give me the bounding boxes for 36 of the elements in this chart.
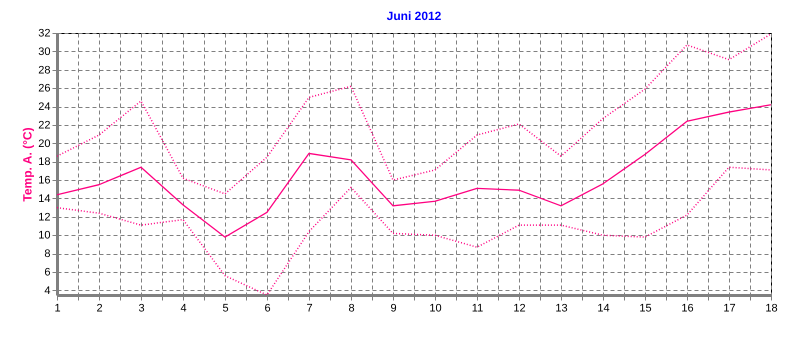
x-tick-label: 10: [429, 302, 442, 314]
x-tick-label: 2: [96, 302, 103, 314]
y-tick-label: 20: [38, 138, 50, 150]
chart-title: Juni 2012: [386, 9, 442, 23]
x-tick-label: 18: [765, 302, 778, 314]
y-tick-label: 18: [38, 156, 50, 168]
x-tick-label: 15: [639, 302, 652, 314]
x-tick-label: 5: [222, 302, 229, 314]
x-tick-label: 13: [555, 302, 568, 314]
y-tick-label: 10: [38, 230, 50, 242]
y-tick-label: 30: [38, 46, 50, 58]
y-tick-label: 16: [38, 174, 50, 187]
y-tick-label: 22: [38, 119, 50, 132]
y-tick-label: 24: [38, 101, 50, 114]
x-tick-label: 7: [306, 302, 313, 314]
y-tick-label: 28: [38, 64, 50, 76]
x-tick-label: 14: [597, 302, 610, 314]
y-tick-label: 32: [38, 28, 50, 40]
y-tick-label: 26: [38, 82, 50, 95]
y-tick-label: 12: [38, 211, 50, 224]
x-tick-label: 8: [348, 302, 355, 314]
y-tick-label: 4: [44, 284, 50, 297]
y-tick-label: 14: [38, 192, 50, 205]
x-tick-label: 4: [180, 302, 187, 314]
x-tick-label: 9: [390, 302, 397, 314]
x-tick-label: 16: [681, 302, 694, 314]
y-tick-label: 6: [44, 266, 50, 279]
x-tick-label: 12: [513, 302, 526, 314]
y-tick-label: 8: [44, 248, 50, 260]
x-tick-label: 6: [264, 302, 271, 314]
x-tick-label: 17: [723, 302, 736, 314]
x-tick-label: 11: [472, 302, 484, 314]
y-axis-title: Temp. A. (°C): [20, 127, 34, 202]
line-series: [57, 104, 771, 238]
x-tick-label: 3: [138, 302, 145, 314]
x-tick-label: 1: [54, 302, 61, 314]
